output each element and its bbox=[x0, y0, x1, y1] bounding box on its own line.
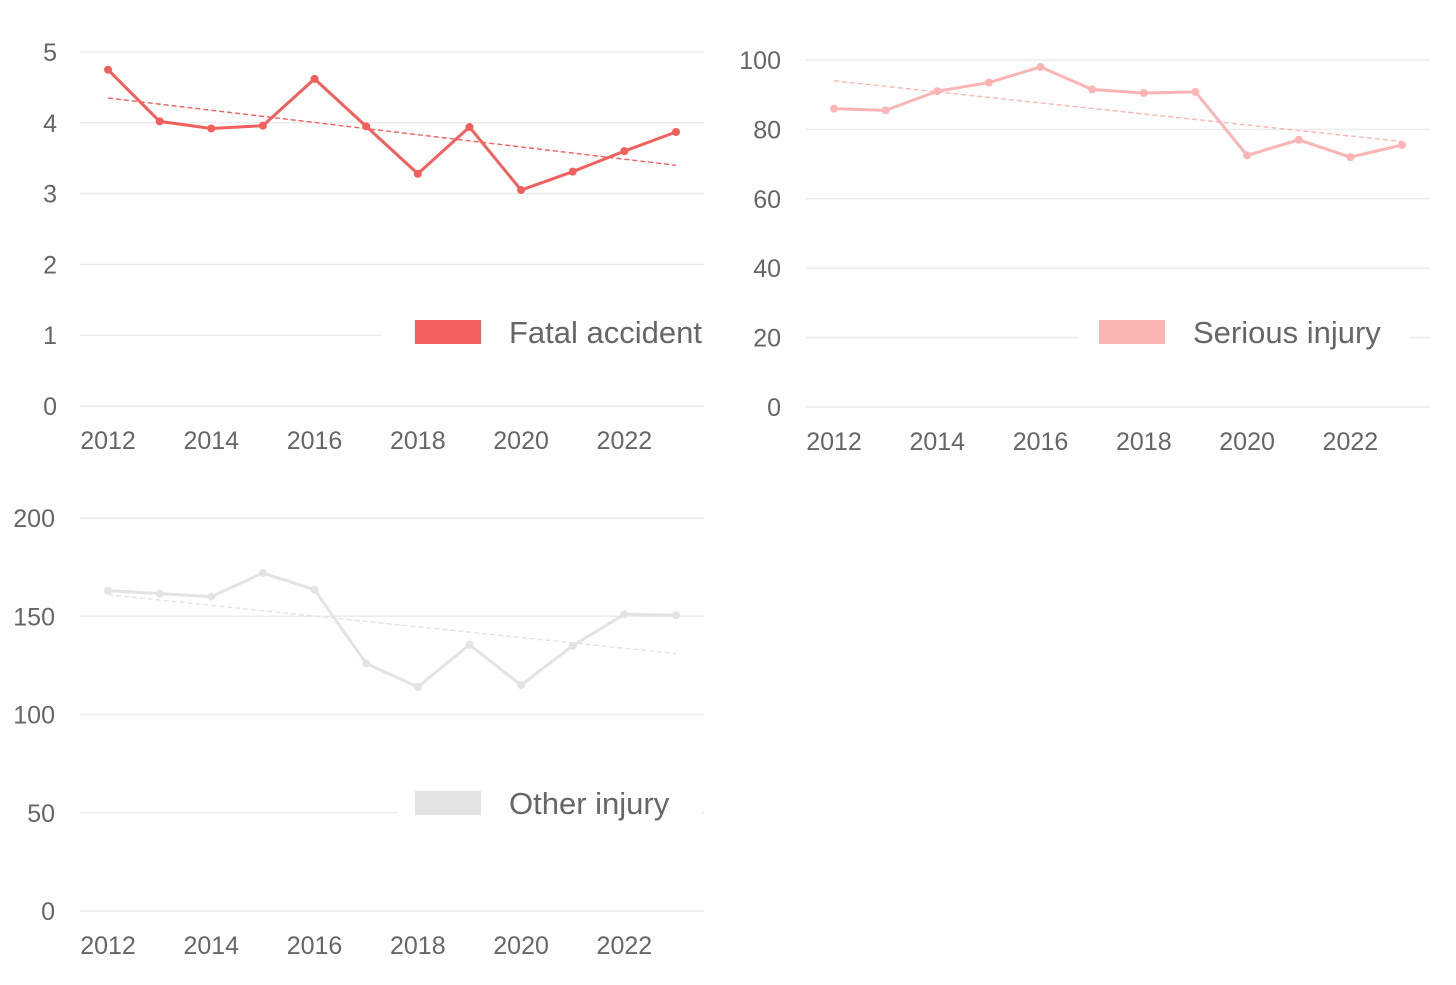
series-line bbox=[832, 65, 1404, 159]
x-tick-label: 2016 bbox=[287, 932, 343, 960]
x-tick-label: 2012 bbox=[80, 932, 136, 960]
legend-label: Fatal accident bbox=[509, 315, 702, 350]
trend-line bbox=[107, 97, 677, 166]
data-point[interactable] bbox=[258, 569, 267, 578]
data-point[interactable] bbox=[310, 585, 319, 594]
data-point[interactable] bbox=[155, 117, 164, 126]
data-point[interactable] bbox=[104, 586, 112, 595]
legend-swatch bbox=[1099, 320, 1165, 344]
x-tick-label: 2012 bbox=[80, 427, 136, 455]
serious-injury-chart: 0 20 40 60 80 100 2012 2014 2016 2018 2020 2022 Seri… bbox=[739, 47, 1430, 456]
series-line bbox=[106, 571, 678, 689]
x-tick-label: 2020 bbox=[1219, 428, 1275, 456]
data-point[interactable] bbox=[207, 592, 216, 601]
x-tick-label: 2020 bbox=[493, 932, 549, 960]
x-tick-label: 2016 bbox=[1013, 428, 1069, 456]
data-point[interactable] bbox=[465, 640, 474, 649]
data-point[interactable] bbox=[362, 659, 371, 668]
data-point[interactable] bbox=[362, 122, 371, 131]
y-tick-label: 20 bbox=[753, 325, 781, 353]
data-point[interactable] bbox=[933, 87, 942, 96]
x-tick-label: 2022 bbox=[597, 427, 653, 455]
y-tick-label: 0 bbox=[43, 393, 57, 421]
y-tick-label: 80 bbox=[753, 116, 781, 144]
data-point[interactable] bbox=[672, 611, 680, 620]
y-tick-label: 5 bbox=[43, 39, 57, 67]
data-point[interactable] bbox=[881, 106, 890, 115]
data-point[interactable] bbox=[984, 78, 993, 87]
other-injury-chart: 0 50 100 150 200 2012 2014 2016 2018 2020 2022 Othe… bbox=[13, 505, 704, 960]
y-tick-label: 150 bbox=[13, 603, 55, 631]
data-point[interactable] bbox=[413, 682, 422, 691]
y-tick-label: 0 bbox=[41, 898, 55, 926]
data-point[interactable] bbox=[258, 121, 267, 130]
x-tick-label: 2016 bbox=[287, 427, 343, 455]
y-tick-label: 100 bbox=[13, 702, 55, 730]
data-point[interactable] bbox=[465, 123, 474, 132]
x-tick-label: 2022 bbox=[597, 932, 653, 960]
data-point[interactable] bbox=[672, 128, 680, 137]
y-tick-label: 1 bbox=[43, 322, 57, 350]
data-point[interactable] bbox=[1036, 62, 1045, 71]
data-point[interactable] bbox=[568, 641, 577, 650]
data-point[interactable] bbox=[207, 124, 216, 133]
x-tick-label: 2018 bbox=[1116, 428, 1172, 456]
legend-label: Serious injury bbox=[1193, 315, 1381, 350]
y-tick-label: 3 bbox=[43, 181, 57, 209]
x-tick-label: 2012 bbox=[806, 428, 862, 456]
data-point[interactable] bbox=[517, 186, 526, 195]
trend-line bbox=[107, 593, 677, 655]
data-point[interactable] bbox=[1139, 88, 1148, 97]
y-tick-label: 2 bbox=[43, 251, 57, 279]
series-line bbox=[106, 68, 678, 192]
data-point[interactable] bbox=[1346, 153, 1355, 162]
x-tick-label: 2022 bbox=[1323, 428, 1379, 456]
legend-swatch bbox=[415, 320, 481, 344]
data-point[interactable] bbox=[1191, 87, 1200, 96]
data-point[interactable] bbox=[620, 147, 629, 156]
data-point[interactable] bbox=[830, 104, 838, 113]
legend-swatch bbox=[415, 791, 481, 815]
y-tick-label: 0 bbox=[767, 394, 781, 422]
data-point[interactable] bbox=[568, 167, 577, 176]
data-point[interactable] bbox=[413, 169, 422, 178]
y-tick-label: 40 bbox=[753, 255, 781, 283]
chart-panel-fatal-accident: 0 1 2 3 4 5 2012 2014 2016 2018 2020 2022 Fatal acci… bbox=[0, 0, 720, 470]
x-tick-label: 2014 bbox=[183, 427, 239, 455]
data-point[interactable] bbox=[1088, 85, 1097, 94]
x-tick-label: 2014 bbox=[183, 932, 239, 960]
data-point[interactable] bbox=[1398, 141, 1406, 150]
data-point[interactable] bbox=[620, 610, 629, 619]
data-point[interactable] bbox=[517, 681, 526, 690]
fatal-accident-chart: 0 1 2 3 4 5 2012 2014 2016 2018 2020 2022 Fatal acci… bbox=[43, 39, 704, 455]
chart-panel-other-injury: 0 50 100 150 200 2012 2014 2016 2018 2020 2022 Othe… bbox=[0, 490, 720, 970]
y-tick-label: 60 bbox=[753, 186, 781, 214]
x-tick-label: 2018 bbox=[390, 932, 446, 960]
legend-label: Other injury bbox=[509, 786, 670, 821]
trend-line bbox=[833, 80, 1403, 143]
y-tick-label: 4 bbox=[43, 110, 57, 138]
data-point[interactable] bbox=[1243, 151, 1252, 160]
data-point[interactable] bbox=[1294, 135, 1303, 144]
x-tick-label: 2020 bbox=[493, 427, 549, 455]
chart-panel-serious-injury: 0 20 40 60 80 100 2012 2014 2016 2018 2020 2022 Seri… bbox=[726, 0, 1446, 470]
data-point[interactable] bbox=[104, 65, 112, 74]
x-tick-label: 2014 bbox=[909, 428, 965, 456]
x-tick-label: 2018 bbox=[390, 427, 446, 455]
data-point[interactable] bbox=[155, 589, 164, 598]
data-point[interactable] bbox=[310, 74, 319, 83]
y-tick-label: 200 bbox=[13, 505, 55, 533]
y-tick-label: 100 bbox=[739, 47, 781, 75]
y-tick-label: 50 bbox=[27, 800, 55, 828]
